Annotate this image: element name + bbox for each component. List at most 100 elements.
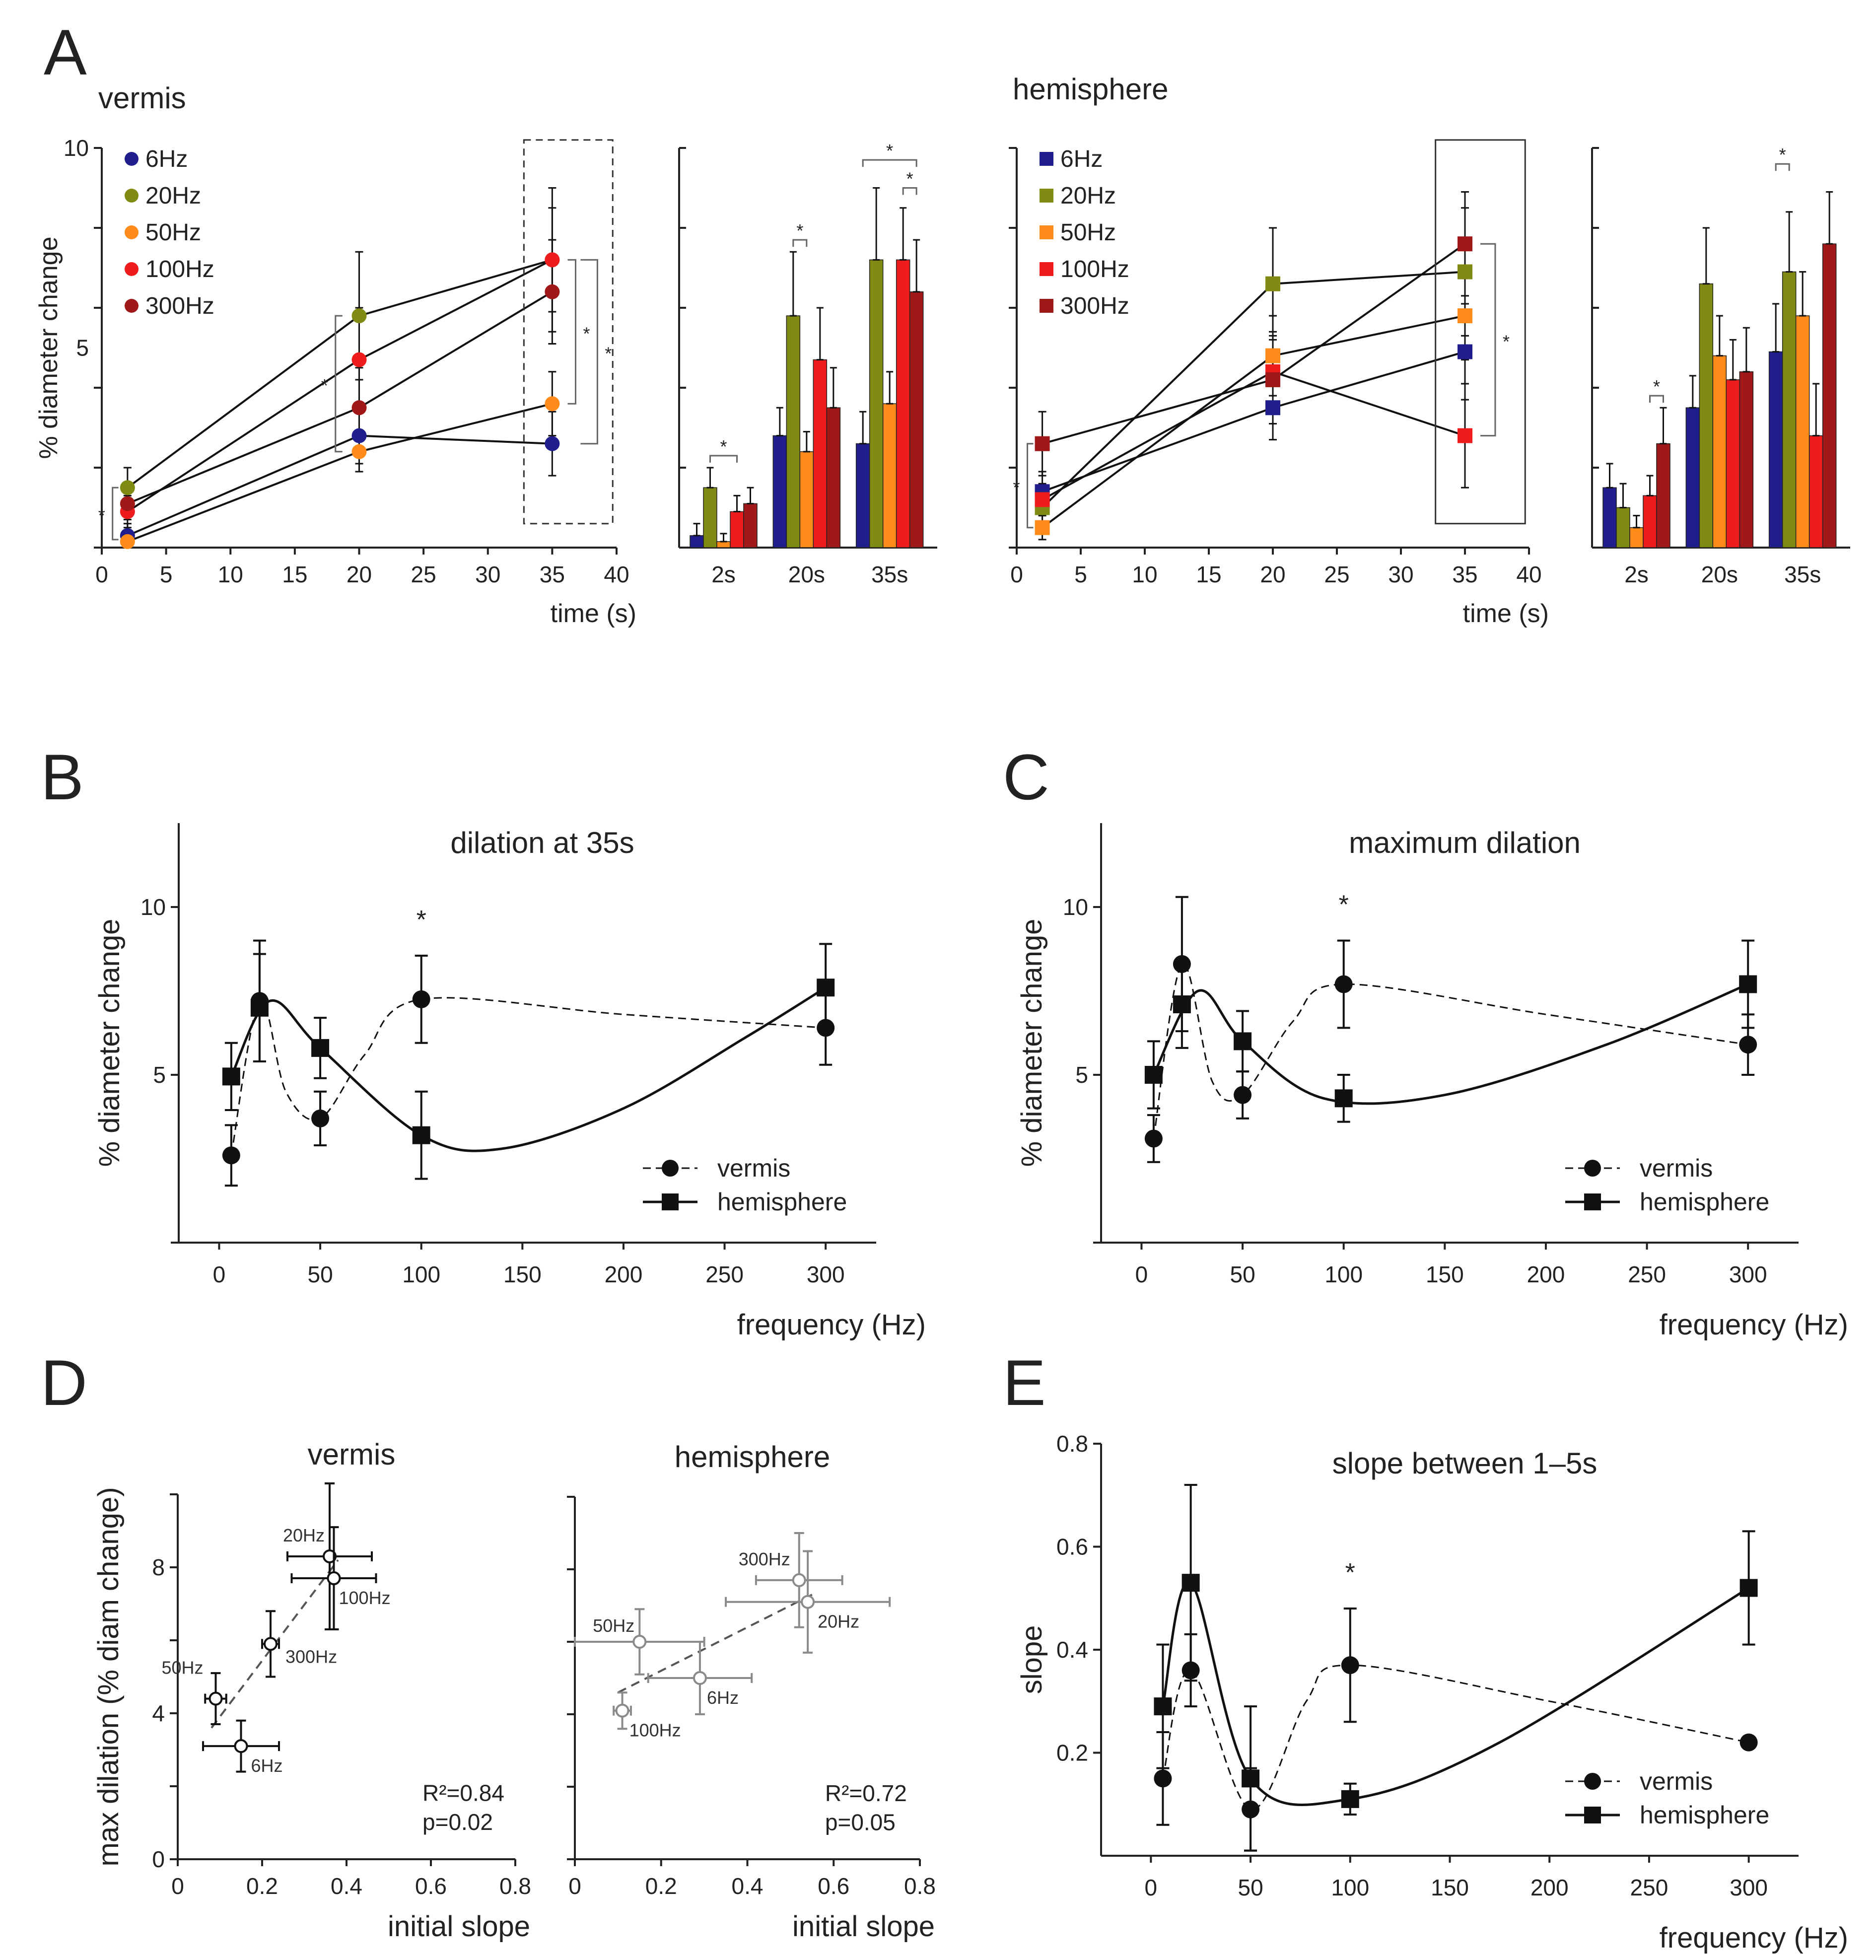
point-label: 300Hz: [285, 1646, 337, 1667]
x-tick-label: 300: [1730, 1875, 1768, 1900]
bar-100Hz-35s: [1808, 435, 1823, 548]
bar-300Hz-35s: [1822, 243, 1837, 548]
legend-label: 300Hz: [145, 293, 214, 319]
data-point: [234, 1739, 248, 1753]
bar-300Hz-35s: [909, 291, 924, 548]
legend-label: 50Hz: [1060, 219, 1116, 246]
data-point: [1265, 372, 1280, 387]
x-tick-label: 20: [1260, 561, 1285, 587]
x-tick-label: 0: [213, 1261, 226, 1287]
x-tick-label: 150: [503, 1261, 542, 1287]
x-tick-label: 150: [1426, 1261, 1464, 1287]
y-tick-label: 8: [152, 1554, 165, 1580]
bar-50Hz-2s: [716, 541, 731, 548]
significance-star: *: [321, 375, 328, 396]
data-point: [1584, 1193, 1601, 1210]
data-point: [545, 396, 560, 412]
panel-label-d: D: [41, 1346, 87, 1419]
data-point: [1035, 520, 1050, 535]
chart-title: slope between 1–5s: [1332, 1447, 1598, 1480]
bar-20Hz-35s: [869, 259, 884, 548]
data-point: [125, 262, 139, 276]
significance-bracket: [862, 159, 917, 167]
x-tick-label: 0.8: [904, 1873, 936, 1899]
series-line-6Hz: [1042, 350, 1465, 493]
x-tick-label: 0: [568, 1873, 581, 1899]
data-point: [801, 1595, 815, 1609]
x-tick-label: 0.6: [818, 1873, 849, 1899]
y-axis-label: % diameter change: [1016, 919, 1048, 1167]
legend-label: vermis: [717, 1154, 790, 1182]
data-point: [120, 496, 135, 511]
x-tick-label: 0: [1145, 1875, 1158, 1900]
data-point: [632, 1635, 647, 1649]
significance-star: *: [1339, 891, 1349, 919]
x-tick-label: 2s: [1624, 561, 1649, 587]
data-point: [1040, 262, 1053, 276]
data-point: [1458, 344, 1472, 359]
legend-label: 20Hz: [145, 183, 201, 209]
y-tick-label: 0.6: [1056, 1534, 1088, 1560]
chart-a-hemisphere-bar: 2s 20s 35s * *: [1591, 144, 1850, 587]
bar-100Hz-2s: [730, 511, 744, 548]
bar-6Hz-2s: [1602, 487, 1617, 548]
r-squared: R²=0.72: [825, 1780, 907, 1806]
x-tick-label: 0.2: [645, 1873, 677, 1899]
x-tick-label: 0: [1135, 1261, 1148, 1287]
data-point: [1334, 975, 1353, 993]
significance-bracket: [709, 455, 738, 463]
y-tick-label: 0.8: [1056, 1431, 1088, 1457]
chart-d-hemisphere: 0 0.2 0.4 0.6 0.8 hemisphere initial slope 300H…: [567, 1440, 936, 1943]
data-point: [222, 1067, 240, 1086]
p-value: p=0.02: [422, 1809, 493, 1835]
x-tick-label: 15: [1196, 561, 1221, 587]
data-point: [1234, 1032, 1252, 1050]
data-point: [1040, 299, 1053, 313]
data-point: [125, 299, 139, 313]
x-axis-label: frequency (Hz): [737, 1309, 926, 1341]
data-point: [125, 225, 139, 239]
x-tick-label: 200: [1530, 1875, 1569, 1900]
data-point: [545, 436, 560, 451]
x-tick-label: 0.6: [415, 1873, 447, 1899]
y-tick-label: 4: [152, 1700, 165, 1726]
data-point: [1739, 1579, 1758, 1597]
data-point: [662, 1160, 679, 1177]
x-tick-label: 30: [1388, 561, 1413, 587]
bar-50Hz-35s: [882, 403, 897, 548]
x-tick-label: 30: [475, 561, 500, 587]
x-tick-label: 100: [402, 1261, 440, 1287]
chart-title: maximum dilation: [1349, 826, 1581, 859]
x-tick-label: 5: [160, 561, 173, 587]
data-point: [1035, 492, 1050, 507]
panel-label-e: E: [1003, 1346, 1046, 1419]
data-point: [412, 990, 430, 1008]
data-point: [545, 252, 560, 268]
x-tick-label: 5: [1074, 561, 1087, 587]
legend-label: hemisphere: [1640, 1801, 1769, 1829]
chart-title: hemisphere: [675, 1440, 831, 1473]
x-tick-label: 50: [307, 1261, 333, 1287]
data-point: [250, 998, 269, 1017]
significance-bracket: [1027, 443, 1034, 529]
data-point: [1144, 1129, 1163, 1148]
x-tick-label: 0.4: [732, 1873, 764, 1899]
y-tick-label: 10: [64, 135, 89, 161]
data-point: [662, 1193, 679, 1210]
x-tick-label: 300: [807, 1261, 845, 1287]
bar-20Hz-20s: [1699, 283, 1714, 548]
x-tick-label: 100: [1331, 1875, 1369, 1900]
significance-bracket: [1649, 395, 1664, 403]
x-tick-label: 0.4: [331, 1873, 362, 1899]
data-point: [615, 1703, 629, 1718]
data-point: [351, 308, 367, 324]
data-point: [1265, 348, 1280, 363]
data-point: [1739, 1036, 1757, 1054]
significance-star: *: [583, 323, 590, 344]
significance-star: *: [605, 344, 612, 364]
data-point: [351, 444, 367, 459]
significance-star: *: [720, 436, 727, 457]
x-tick-label: 20: [347, 561, 372, 587]
bar-50Hz-20s: [799, 451, 814, 548]
legend-label: 6Hz: [145, 146, 188, 172]
